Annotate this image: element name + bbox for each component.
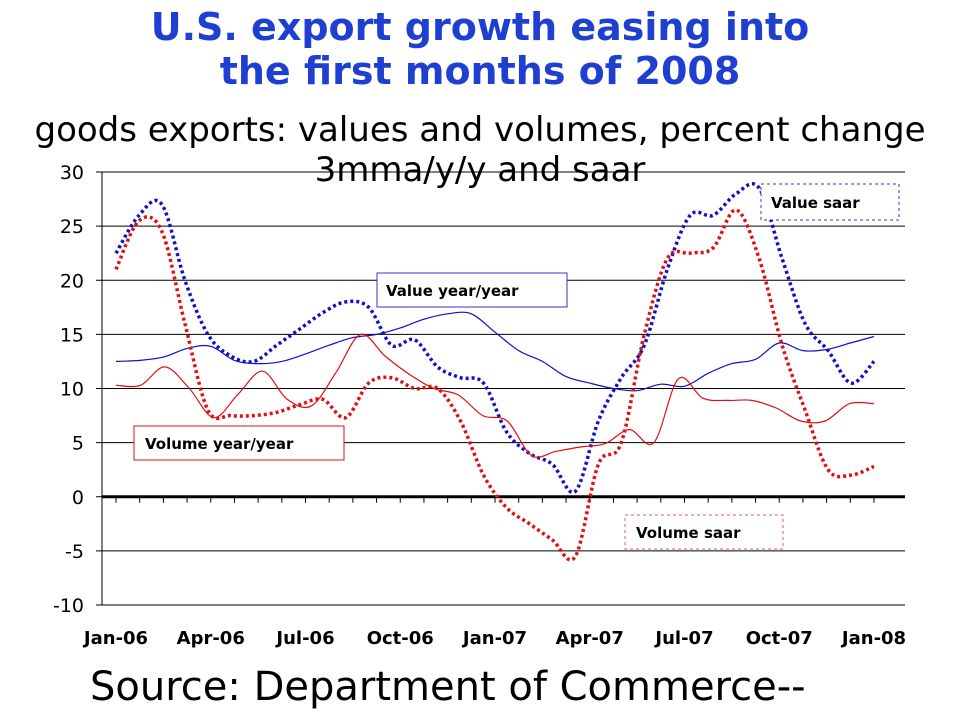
- chart-subtitle-line-1: goods exports: values and volumes, perce…: [34, 110, 926, 150]
- y-tick-label: 25: [60, 216, 84, 238]
- y-tick-label: -10: [53, 595, 84, 617]
- chart-title-line-1: U.S. export growth easing into: [150, 5, 810, 49]
- y-tick-label: -5: [65, 541, 84, 563]
- y-tick-label: 30: [60, 162, 84, 184]
- value-yoy-line: [115, 311, 875, 392]
- line-chart: 30 25 20 15 10 5 0 -5 -10 Jan-06 Apr-06 Jul-06 Oct-0…: [53, 162, 906, 649]
- x-tick-label: Jan-07: [461, 628, 527, 649]
- y-tick-label: 15: [60, 324, 84, 346]
- legend-value-saar-label: Value saar: [771, 194, 860, 212]
- legend-volume-saar-box: [624, 514, 784, 550]
- x-tick-label: Apr-06: [177, 628, 245, 649]
- y-tick-label: 20: [60, 270, 84, 292]
- y-tick-label: 0: [72, 487, 84, 509]
- x-tick-label: Apr-07: [556, 628, 624, 649]
- x-tick-label: Oct-06: [367, 628, 434, 649]
- x-tick-label: Jul-07: [653, 628, 713, 649]
- volume-yoy-line: [115, 333, 875, 458]
- y-tick-label: 5: [72, 433, 84, 455]
- x-tick-label: Oct-07: [746, 628, 813, 649]
- legend-value-yoy-label: Value year/year: [386, 282, 519, 300]
- legend-volume-yoy-box: [133, 425, 345, 461]
- volume-saar-line: [114, 208, 875, 562]
- y-tick-label: 10: [60, 379, 84, 401]
- chart-subtitle-line-2: 3mma/y/y and saar: [314, 150, 646, 190]
- legend-volume-yoy-label: Volume year/year: [145, 435, 294, 453]
- source-note: Source: Department of Commerce--: [90, 664, 806, 710]
- legend-volume-saar-label: Volume saar: [636, 524, 741, 542]
- x-tick-label: Jul-06: [274, 628, 334, 649]
- x-tick-label: Jan-08: [840, 628, 906, 649]
- x-tick-label: Jan-06: [82, 628, 148, 649]
- legend-value-yoy-box: [376, 272, 568, 308]
- legend-value-saar-box: [760, 183, 900, 221]
- value-saar-line: [114, 182, 876, 495]
- chart-title-line-2: the first months of 2008: [219, 49, 741, 93]
